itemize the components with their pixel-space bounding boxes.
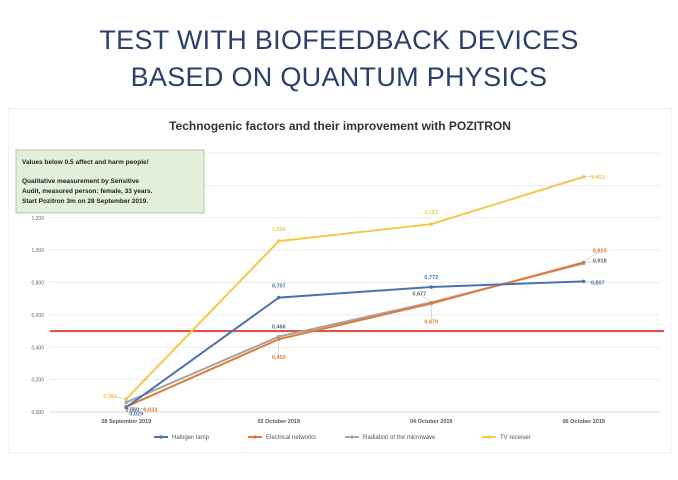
legend: Halogen lamp Electrical networks Radiation… [154,435,531,441]
x-tick-label: 04 October 2019 [410,419,453,425]
slide-title: TEST WITH BIOFEEDBACK DEVICES BASED ON Q… [0,22,678,96]
chart-title: Technogenic factors and their improvemen… [169,119,511,133]
series-line-halogen-lamp [125,280,584,409]
y-tick-label: 0,400 [31,345,44,351]
data-point [124,400,129,405]
data-label: 0,772 [424,275,438,281]
slide-title-line-2: BASED ON QUANTUM PHYSICS [130,62,548,92]
x-tick-label: 28 September 2019 [101,419,151,425]
data-label-leader [419,293,432,303]
series-group [124,174,586,410]
y-tick-label: 0,800 [31,281,44,287]
data-point [429,222,434,226]
note-box: Values below 0.5 affect and harm people!… [15,149,205,214]
note-box-background [15,149,205,214]
data-point [429,285,434,289]
data-label: 0,807 [591,280,605,286]
data-label: 1,056 [272,227,286,233]
y-tick-label: 0,000 [31,410,44,416]
data-label-leader [126,407,137,414]
legend-marker [253,435,257,439]
data-label-leader [110,395,127,400]
slide-title-line-1: TEST WITH BIOFEEDBACK DEVICES [99,25,579,55]
data-label: 1,161 [424,210,438,216]
data-label: 0,081 [103,394,117,400]
data-label-leader [583,250,600,263]
data-label: 0,918 [593,258,607,264]
data-label: 0,466 [272,325,286,331]
x-axis: 28 September 2019 02 October 2019 04 Octob… [50,411,660,425]
data-point [276,334,281,339]
note-warning: Values below 0.5 affect and harm people! [22,159,149,166]
data-label-group: 0,029 0,707 0,772 0,807 0,033 0,450 0,670 0,925… [103,175,606,418]
data-label: 1,453 [591,175,605,181]
y-tick-label: 0,600 [31,313,44,319]
data-label: 0,670 [424,320,438,326]
note-line-4: Start Pozitron 3m on 28 September 2019. [22,198,148,205]
note-line-2: Qualitative measurement by Sensitive [22,178,139,185]
data-label-leader [126,406,151,410]
series-line-electrical-networks [125,261,585,408]
data-label: 0,677 [412,291,426,297]
legend-marker [350,435,354,439]
chart-container: Technogenic factors and their improvemen… [7,107,673,454]
data-label: 0,450 [272,355,286,361]
data-label: 0,029 [129,411,143,417]
data-label: 0,033 [143,408,157,414]
data-label: 0,060 [125,407,139,413]
data-label-leader [583,260,600,264]
y-tick-label: 1,200 [31,216,44,222]
data-label: 0,707 [272,284,286,290]
legend-label: Halogen lamp [172,435,210,441]
data-point [276,295,281,300]
legend-label: Radiation of the microwave [363,435,436,441]
legend-label: Electrical networks [266,435,316,441]
data-point [276,239,281,243]
legend-marker [159,435,163,439]
y-tick-label: 0,200 [31,378,44,384]
legend-marker [487,435,491,439]
x-tick-label: 02 October 2019 [258,419,301,425]
y-tick-label: 1,000 [31,248,44,254]
note-line-3: Audit, measured person: female, 33 years… [22,188,153,195]
data-label: 0,925 [593,248,607,254]
series-line-tv-receiver [125,175,585,400]
legend-label: TV receiver [500,435,531,441]
line-chart: Technogenic factors and their improvemen… [7,107,673,454]
data-label-leader [583,281,598,283]
x-tick-label: 06 October 2019 [563,419,606,425]
